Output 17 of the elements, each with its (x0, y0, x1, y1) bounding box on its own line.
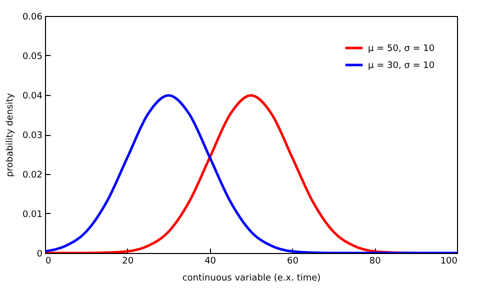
y-tick-label: 0.03 (22, 131, 42, 141)
y-tick-label: 0.04 (22, 92, 43, 102)
x-tick-label: 60 (286, 256, 299, 266)
x-tick-label: 0 (46, 256, 52, 266)
y-tick-label: 0 (36, 250, 43, 260)
y-axis-title: probability density (5, 92, 16, 177)
legend-label: μ = 30, σ = 10 (368, 61, 435, 71)
legend-label: μ = 50, σ = 10 (368, 44, 435, 54)
y-tick-label: 0.02 (22, 170, 42, 180)
x-tick-label: 100 (440, 256, 458, 266)
x-tick-label: 20 (122, 256, 134, 266)
x-axis-title: continuous variable (e.x. time) (182, 274, 321, 284)
x-tick-label: 40 (204, 256, 216, 266)
y-tick-label: 0.05 (22, 52, 42, 62)
y-tick-label: 0.01 (22, 210, 42, 220)
y-tick-label: 0.06 (22, 12, 43, 22)
x-tick-label: 80 (369, 256, 382, 266)
